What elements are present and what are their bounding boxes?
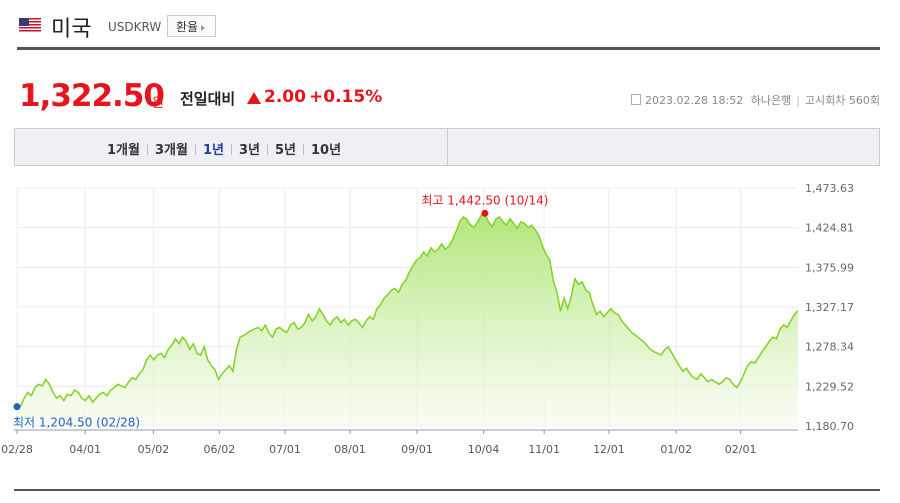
price-change: 2.00 bbox=[264, 87, 306, 107]
tabs-divider bbox=[447, 129, 448, 165]
y-tick-label: 1,229.52 bbox=[805, 380, 854, 393]
up-arrow-icon bbox=[247, 92, 261, 104]
x-tick-label: 08/01 bbox=[334, 443, 366, 456]
exchange-button-label: 환율 bbox=[176, 20, 199, 34]
country-name: 미국 bbox=[51, 17, 92, 42]
header-divider bbox=[17, 47, 880, 50]
y-tick-label: 1,375.99 bbox=[805, 261, 854, 274]
quote-summary: 1,322.50 원 전일대비 2.00 +0.15% 2023.02.28 1… bbox=[17, 78, 880, 118]
tab-period-5[interactable]: 10년 bbox=[310, 143, 342, 158]
x-tick-label: 10/04 bbox=[468, 443, 500, 456]
tab-separator bbox=[194, 144, 196, 155]
header: 미국 USDKRW 환율 bbox=[17, 8, 880, 48]
currency-code: USDKRW bbox=[108, 20, 162, 34]
quote-timestamp: 2023.02.28 18:52 bbox=[645, 94, 744, 107]
us-flag-icon bbox=[19, 18, 41, 33]
tab-period-1[interactable]: 3개월 bbox=[154, 143, 188, 158]
x-tick-label: 02/01 bbox=[725, 443, 757, 456]
y-tick-label: 1,424.81 bbox=[805, 222, 854, 235]
y-tick-label: 1,327.17 bbox=[805, 301, 854, 314]
tab-period-2[interactable]: 1년 bbox=[202, 143, 224, 158]
meta-separator: | bbox=[796, 94, 800, 107]
x-tick-label: 06/02 bbox=[204, 443, 236, 456]
period-tab-list: 1개월 3개월 1년 3년 5년 10년 bbox=[100, 139, 348, 158]
low-label: 최저 1,204.50 (02/28) bbox=[13, 416, 140, 430]
compare-label: 전일대비 bbox=[180, 90, 236, 108]
tab-separator bbox=[302, 144, 304, 155]
quote-round: 고시회차 560회 bbox=[804, 94, 880, 107]
current-price: 1,322.50 bbox=[19, 78, 165, 114]
tab-period-0[interactable]: 1개월 bbox=[107, 143, 140, 158]
x-tick-label: 12/01 bbox=[593, 443, 625, 456]
tab-period-4[interactable]: 5년 bbox=[274, 143, 296, 158]
x-tick-label: 02/28 bbox=[1, 443, 33, 456]
y-tick-label: 1,473.63 bbox=[805, 182, 854, 195]
low-point bbox=[13, 403, 21, 411]
tab-separator bbox=[230, 144, 232, 155]
x-tick-label: 04/01 bbox=[69, 443, 101, 456]
bottom-divider bbox=[14, 489, 880, 491]
quote-meta: 2023.02.28 18:52 하나은행 | 고시회차 560회 bbox=[631, 92, 880, 108]
price-unit: 원 bbox=[152, 96, 164, 111]
x-tick-label: 05/02 bbox=[138, 443, 170, 456]
x-tick-label: 11/01 bbox=[528, 443, 560, 456]
y-tick-label: 1,278.34 bbox=[805, 341, 854, 354]
document-icon bbox=[631, 94, 642, 105]
exchange-rate-chart: 1,473.63 1,424.81 1,375.99 1,327.17 1,278.34… bbox=[1, 182, 854, 456]
high-label: 최고 1,442.50 (10/14) bbox=[421, 193, 548, 207]
x-tick-label: 01/02 bbox=[660, 443, 692, 456]
period-tabs: 1개월 3개월 1년 3년 5년 10년 bbox=[14, 128, 880, 166]
tab-separator bbox=[266, 144, 268, 155]
x-tick-label: 09/01 bbox=[401, 443, 433, 456]
chevron-right-icon bbox=[201, 25, 206, 31]
bank-name: 하나은행 bbox=[750, 94, 792, 107]
y-tick-label: 1,180.70 bbox=[805, 420, 854, 433]
price-change-pct: +0.15% bbox=[309, 87, 383, 107]
series-line bbox=[16, 212, 799, 408]
high-point bbox=[481, 209, 489, 217]
series-area bbox=[17, 213, 798, 426]
x-tick-label: 07/01 bbox=[269, 443, 301, 456]
tab-period-3[interactable]: 3년 bbox=[238, 143, 260, 158]
exchange-button[interactable]: 환율 bbox=[167, 15, 217, 37]
tab-separator bbox=[146, 144, 148, 155]
